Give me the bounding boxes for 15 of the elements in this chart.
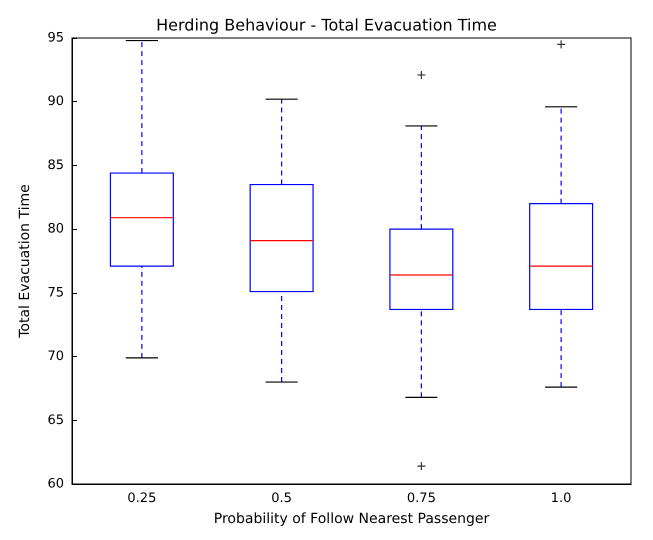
y-tick-label: 60: [47, 476, 64, 492]
y-axis-title: Total Evacuation Time: [17, 184, 33, 339]
x-tick-label: 0.5: [271, 491, 292, 506]
y-tick-label: 85: [47, 158, 64, 173]
x-axis-title: Probability of Follow Nearest Passenger: [214, 511, 490, 527]
x-tick-label: 0.25: [127, 491, 156, 506]
y-tick-label: 80: [47, 222, 64, 237]
chart-title: Herding Behaviour - Total Evacuation Time: [156, 16, 497, 34]
y-tick-label: 65: [47, 412, 64, 428]
y-tick-label: 70: [47, 349, 64, 364]
y-tick-label: 75: [47, 285, 64, 300]
x-tick-label: 0.75: [406, 491, 436, 506]
y-tick-label: 95: [47, 30, 64, 46]
y-tick-label: 90: [47, 94, 64, 110]
x-tick-label: 1.0: [550, 491, 572, 506]
